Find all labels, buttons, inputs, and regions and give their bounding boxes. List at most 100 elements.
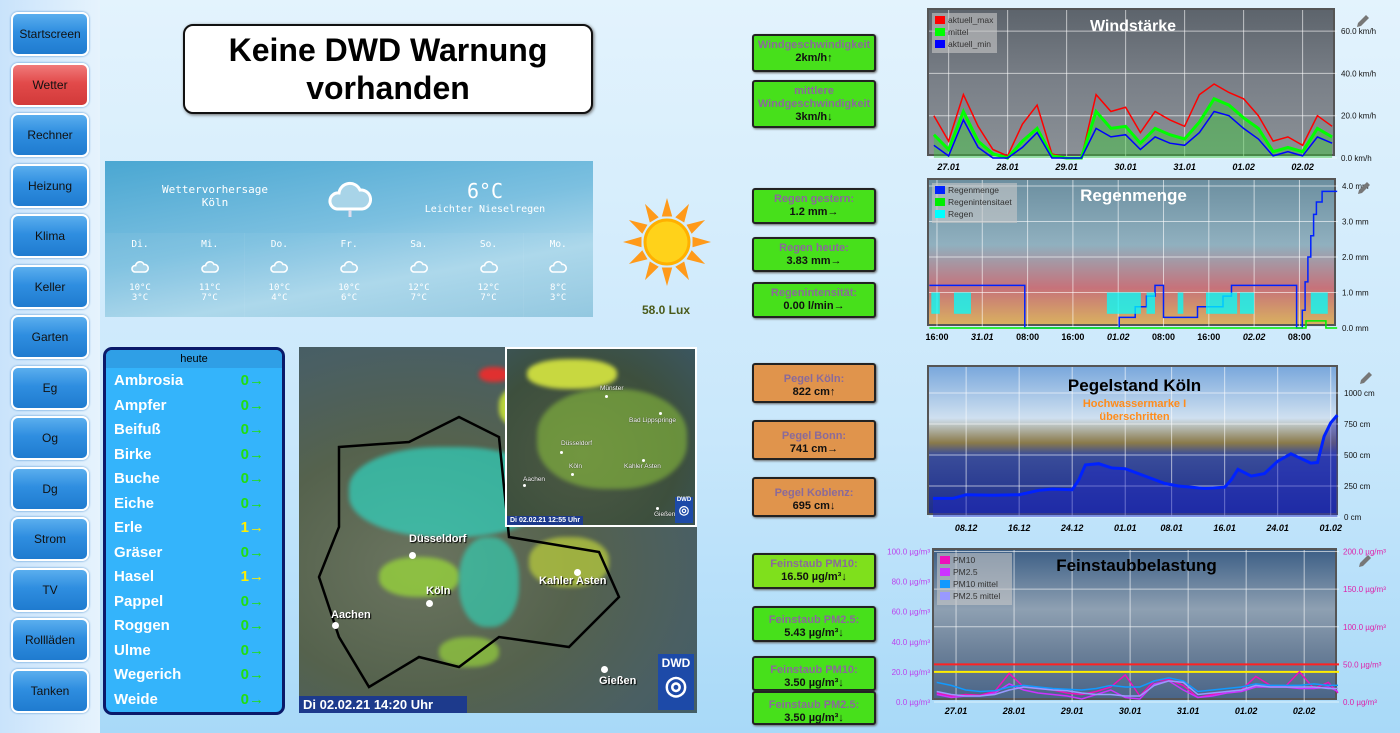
nav-button[interactable]: Garten (11, 315, 89, 359)
day-name: Mo. (549, 239, 567, 250)
value-reading: 5.43 µg/m³↓ (754, 627, 874, 640)
day-name: So. (479, 239, 498, 250)
y-tick-label: 0.0 km/h (1341, 154, 1372, 163)
forecast-title: Wettervorhersage Köln (145, 183, 285, 209)
level-value-button[interactable]: Pegel Koblenz: 695 cm↓ (752, 477, 876, 517)
forecast-day: Mo. 8°C 3°C (523, 233, 593, 317)
nav-button[interactable]: Rollläden (11, 618, 89, 662)
city-label: Kahler Asten (539, 575, 607, 587)
series-line-aktuell-min (933, 110, 1333, 159)
value-label: Feinstaub PM2.5: (768, 614, 860, 626)
pollen-level: 0 (240, 445, 249, 463)
x-tick-label: 02.02 (1291, 162, 1314, 172)
y-tick-label: 1.0 mm (1342, 289, 1369, 298)
forecast-day: Mi. 11°C 7°C (174, 233, 245, 317)
nav-button[interactable]: Eg (11, 365, 89, 410)
y-tick-label: 1000 cm (1344, 389, 1375, 398)
nav-button[interactable]: Og (11, 416, 89, 460)
wind-value-button[interactable]: mittlere Windgeschwindigkeit 3km/h↓ (752, 80, 876, 128)
dwd-logo-text: DWD (676, 497, 692, 503)
nav-button[interactable]: Tanken (11, 668, 89, 713)
value-text: 695 cm (792, 500, 830, 512)
rain-radar-map[interactable]: Münster Bad Lippspringe Düsseldorf Köln … (299, 347, 697, 713)
trend-arrow-icon: ↓ (838, 677, 844, 689)
pollen-level: 0 (240, 396, 249, 414)
rain-period-bar (1146, 292, 1156, 314)
radar-inset-map[interactable]: Münster Bad Lippspringe Düsseldorf Köln … (505, 347, 697, 527)
dwd-logo: DWD ◎ (675, 497, 693, 523)
nav-button[interactable]: Strom (11, 517, 89, 561)
pollen-level: 0 (240, 372, 249, 389)
wind-value-button[interactable]: Windgeschwindigkeit 2km/h↑ (752, 34, 876, 72)
current-temp: 6°C (466, 179, 504, 203)
value-label: Windgeschwindigkeit (757, 39, 871, 51)
pollen-value: 0→ (241, 372, 264, 389)
pollen-name: Gräser (114, 543, 163, 561)
edit-pencil-icon[interactable] (1358, 370, 1374, 391)
dust-value-button[interactable]: Feinstaub PM2.5: 3.50 µg/m³↓ (752, 691, 876, 725)
trend-arrow-icon: ↑ (827, 52, 833, 64)
cloud-icon (270, 260, 289, 273)
pollen-name: Eiche (114, 494, 155, 512)
nav-button[interactable]: Rechner (11, 113, 89, 157)
day-low: 3°C (550, 293, 567, 303)
pollen-row: Beifuß 0→ (114, 421, 274, 443)
pollen-row: Birke 0→ (114, 446, 274, 468)
y-tick-label: 100.0 µg/m³ (1343, 623, 1386, 632)
forecast-city: Köln (201, 196, 229, 209)
rain-value-button[interactable]: Regen gestern: 1.2 mm→ (752, 188, 876, 224)
day-name: Do. (270, 239, 288, 250)
cloud-icon (131, 260, 149, 273)
y-tick-label: 150.0 µg/m³ (1343, 585, 1386, 594)
series-line-aktuell-max (933, 83, 1333, 159)
rain-value-button[interactable]: Regen heute: 3.83 mm→ (752, 237, 876, 272)
nav-button[interactable]: TV (11, 567, 89, 612)
nav-button[interactable]: Startscreen (11, 12, 89, 56)
chart-title: Windstärke (1090, 18, 1176, 35)
level-value-button[interactable]: Pegel Bonn: 741 cm→ (752, 420, 876, 460)
x-tick-label: 16.01 (1213, 523, 1236, 533)
trend-arrow-icon: → (249, 421, 264, 438)
edit-pencil-icon[interactable] (1356, 180, 1372, 201)
trend-arrow-icon: ↓ (838, 712, 844, 724)
y-tick-label-left: 20.0 µg/m³ (892, 668, 931, 677)
nav-button[interactable]: Wetter (11, 62, 89, 107)
y-tick-label: 200.0 µg/m³ (1343, 548, 1386, 557)
pollen-name: Ambrosia (114, 372, 184, 389)
trend-arrow-icon: → (249, 470, 264, 487)
nav-button[interactable]: Keller (11, 264, 89, 309)
chart-title: Feinstaubbelastung (1056, 556, 1217, 575)
y-tick-label: 500 cm (1344, 451, 1371, 460)
edit-pencil-icon[interactable] (1355, 13, 1371, 34)
city-label: Aachen (331, 609, 371, 621)
level-value-button[interactable]: Pegel Köln: 822 cm↑ (752, 363, 876, 403)
dust-value-button[interactable]: Feinstaub PM10: 16.50 µg/m³↓ (752, 553, 876, 589)
trend-arrow-icon: ↑ (829, 386, 836, 398)
y-tick-label: 0.0 mm (1342, 324, 1369, 333)
x-tick-label: 31.01 (971, 332, 994, 342)
dust-value-button[interactable]: Feinstaub PM2.5: 5.43 µg/m³↓ (752, 606, 876, 642)
y-tick-label: 20.0 km/h (1341, 112, 1376, 121)
value-reading: 3.83 mm→ (754, 255, 874, 268)
value-label: Feinstaub PM2.5: (768, 699, 860, 711)
pollen-value: 0→ (241, 495, 264, 512)
edit-pencil-icon[interactable] (1357, 553, 1373, 574)
legend-swatch (940, 556, 950, 564)
forecast-day: Sa. 12°C 7°C (383, 233, 454, 317)
pollen-level: 1 (240, 519, 249, 536)
x-tick-label: 08.01 (1160, 523, 1183, 533)
y-tick-label: 250 cm (1344, 482, 1371, 491)
nav-button[interactable]: Heizung (11, 163, 89, 208)
x-tick-label: 16:00 (925, 332, 948, 342)
dust-value-button[interactable]: Feinstaub PM10: 3.50 µg/m³↓ (752, 656, 876, 691)
x-tick-label: 01.02 (1235, 706, 1258, 716)
day-high: 12°C (477, 283, 500, 293)
nav-button[interactable]: Klima (11, 214, 89, 258)
value-text: 822 cm (792, 386, 830, 398)
rain-chart: 16:00 31.01 08:00 16:00 01.02 08:00 16:00 02.02… (925, 178, 1369, 342)
rain-value-button[interactable]: Regenintensität: 0.00 l/min→ (752, 282, 876, 318)
y-tick-label-left: 0.0 µg/m³ (896, 698, 930, 707)
pollen-value: 0→ (241, 544, 264, 561)
value-reading: 3km/h↓ (754, 111, 874, 124)
nav-button[interactable]: Dg (11, 466, 89, 511)
